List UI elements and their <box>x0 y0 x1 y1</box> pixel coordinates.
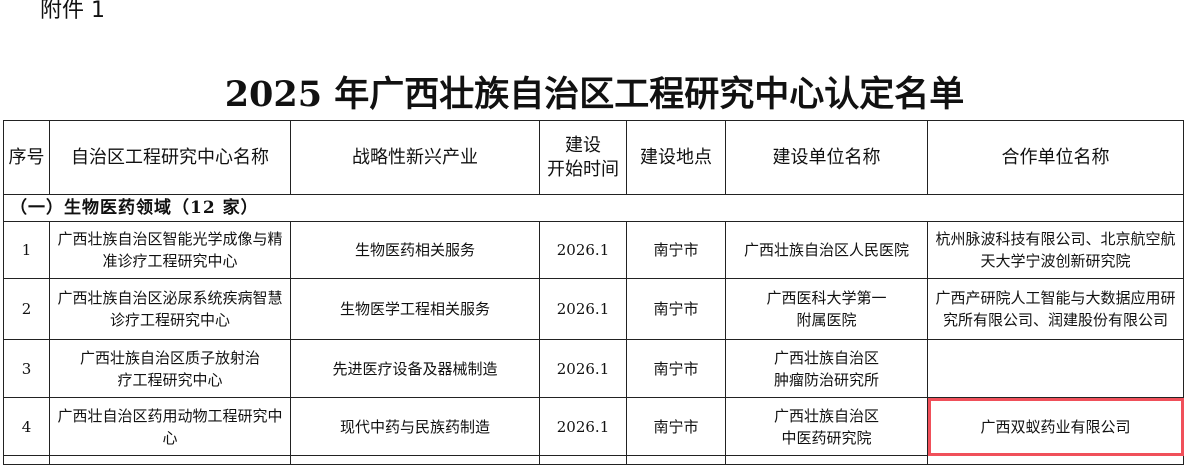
cell-partner-highlighted: 广西双蚁药业有限公司 <box>927 397 1184 456</box>
section-row: （一）生物医药领域（12 家） <box>3 194 1184 222</box>
header-start-line2: 开始时间 <box>547 158 619 180</box>
table-row: 1 广西壮族自治区智能光学成像与精准诊疗工程研究中心 生物医药相关服务 2026… <box>3 221 1184 279</box>
cell-no: 2 <box>3 278 50 340</box>
cell-no: 3 <box>3 339 50 398</box>
cell-location: 南宁市 <box>626 339 726 398</box>
cell <box>725 455 928 465</box>
cell-name: 广西壮族自治区智能光学成像与精准诊疗工程研究中心 <box>49 221 291 279</box>
cell <box>539 455 627 465</box>
cell-no: 1 <box>3 221 50 279</box>
cell <box>626 455 726 465</box>
section-title: （一）生物医药领域（12 家） <box>3 194 1184 222</box>
cell-start: 2026.1 <box>539 221 627 279</box>
cell-no: 4 <box>3 397 50 456</box>
recognition-table: 序号 自治区工程研究中心名称 战略性新兴产业 建设 开始时间 建设地点 建设单位名… <box>3 120 1184 465</box>
cell-builder: 广西壮族自治区人民医院 <box>725 221 928 279</box>
cell-name: 广西壮自治区药用动物工程研究中心 <box>49 397 291 456</box>
cell-builder: 广西壮族自治区肿瘤防治研究所 <box>725 339 928 398</box>
page-title: 2025 年广西壮族自治区工程研究中心认定名单 <box>224 74 965 115</box>
header-location: 建设地点 <box>626 120 726 195</box>
cell-location: 南宁市 <box>626 278 726 340</box>
cell-builder: 广西壮族自治区中医药研究院 <box>725 397 928 456</box>
header-partner: 合作单位名称 <box>927 120 1184 195</box>
table-row: 2 广西壮族自治区泌尿系统疾病智慧诊疗工程研究中心 生物医学工程相关服务 202… <box>3 278 1184 340</box>
attachment-label: 附件 1 <box>40 0 105 23</box>
cell-location: 南宁市 <box>626 221 726 279</box>
cell-start: 2026.1 <box>539 339 627 398</box>
cell-name: 广西壮族自治区泌尿系统疾病智慧诊疗工程研究中心 <box>49 278 291 340</box>
header-start: 建设 开始时间 <box>539 120 627 195</box>
cell-industry: 生物医药相关服务 <box>290 221 540 279</box>
cell-start: 2026.1 <box>539 397 627 456</box>
cell <box>290 455 540 465</box>
table-header-row: 序号 自治区工程研究中心名称 战略性新兴产业 建设 开始时间 建设地点 建设单位名… <box>3 120 1184 195</box>
cell-builder: 广西医科大学第一附属医院 <box>725 278 928 340</box>
cell-start: 2026.1 <box>539 278 627 340</box>
cell-partner: 杭州脉波科技有限公司、北京航空航天大学宁波创新研究院 <box>927 221 1184 279</box>
header-name: 自治区工程研究中心名称 <box>49 120 291 195</box>
table-row: 3 广西壮族自治区质子放射治疗工程研究中心 先进医疗设备及器械制造 2026.1… <box>3 339 1184 398</box>
cell-industry: 先进医疗设备及器械制造 <box>290 339 540 398</box>
header-industry: 战略性新兴产业 <box>290 120 540 195</box>
header-builder: 建设单位名称 <box>725 120 928 195</box>
table-row-partial <box>3 455 1184 465</box>
cell <box>3 455 50 465</box>
cell <box>49 455 291 465</box>
cell-location: 南宁市 <box>626 397 726 456</box>
cell-industry: 现代中药与民族药制造 <box>290 397 540 456</box>
cell-industry: 生物医学工程相关服务 <box>290 278 540 340</box>
table-row: 4 广西壮自治区药用动物工程研究中心 现代中药与民族药制造 2026.1 南宁市… <box>3 397 1184 456</box>
cell <box>927 455 1184 465</box>
header-no: 序号 <box>3 120 50 195</box>
header-start-line1: 建设 <box>565 134 601 156</box>
cell-partner: 广西产研院人工智能与大数据应用研究所有限公司、润建股份有限公司 <box>927 278 1184 340</box>
cell-name: 广西壮族自治区质子放射治疗工程研究中心 <box>49 339 291 398</box>
cell-partner <box>927 339 1184 398</box>
